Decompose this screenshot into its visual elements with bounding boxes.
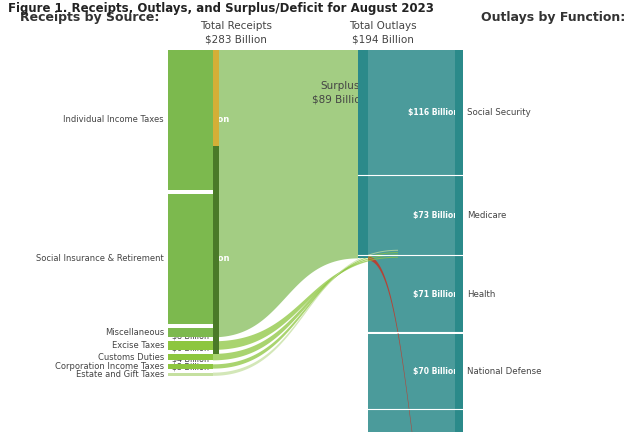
Polygon shape <box>368 256 455 332</box>
Text: $70 Billion: $70 Billion <box>413 367 459 376</box>
Text: Figure 1. Receipts, Outlays, and Surplus/Deficit for August 2023: Figure 1. Receipts, Outlays, and Surplus… <box>8 2 434 15</box>
Text: National Defense: National Defense <box>467 367 541 376</box>
Text: Social Insurance & Retirement: Social Insurance & Retirement <box>36 254 164 263</box>
Text: $6 Billion: $6 Billion <box>172 344 209 353</box>
Text: Estate and Gift Taxes: Estate and Gift Taxes <box>76 370 164 379</box>
Text: $73 Billion: $73 Billion <box>413 211 459 220</box>
Text: Excise Taxes: Excise Taxes <box>111 341 164 350</box>
Text: Total Outlays
$194 Billion: Total Outlays $194 Billion <box>349 21 417 44</box>
Text: $71 Billion: $71 Billion <box>413 290 459 299</box>
Text: $3 Billion: $3 Billion <box>172 362 209 372</box>
Text: Receipts by Source:: Receipts by Source: <box>20 12 159 25</box>
Text: Customs Duties: Customs Duties <box>98 353 164 362</box>
Polygon shape <box>213 254 398 360</box>
Text: $4 Billion: $4 Billion <box>172 354 209 363</box>
Text: Outlays by Function:: Outlays by Function: <box>481 12 625 25</box>
Text: Individual Income Taxes: Individual Income Taxes <box>63 115 164 124</box>
Text: $116 Billion: $116 Billion <box>408 108 459 117</box>
Polygon shape <box>368 50 455 175</box>
Text: Health: Health <box>467 290 495 299</box>
Text: $130 Billion: $130 Billion <box>173 115 229 124</box>
Polygon shape <box>213 250 398 376</box>
Text: Corporation Income Taxes: Corporation Income Taxes <box>55 362 164 371</box>
Polygon shape <box>213 257 398 350</box>
Polygon shape <box>213 252 398 368</box>
Text: Miscellaneous: Miscellaneous <box>105 328 164 337</box>
Text: $121 Billion: $121 Billion <box>173 254 230 263</box>
Polygon shape <box>213 50 358 337</box>
Polygon shape <box>368 257 455 432</box>
Polygon shape <box>368 410 455 432</box>
Text: $8 Billion: $8 Billion <box>172 331 209 340</box>
Text: Social Security: Social Security <box>467 108 531 117</box>
Text: Medicare: Medicare <box>467 211 506 220</box>
Text: Surplus
$89 Billion: Surplus $89 Billion <box>312 81 367 105</box>
Text: $9 Billion: $9 Billion <box>173 328 218 337</box>
Text: Total Receipts
$283 Billion: Total Receipts $283 Billion <box>200 21 272 44</box>
Polygon shape <box>368 176 455 254</box>
Polygon shape <box>368 334 455 409</box>
